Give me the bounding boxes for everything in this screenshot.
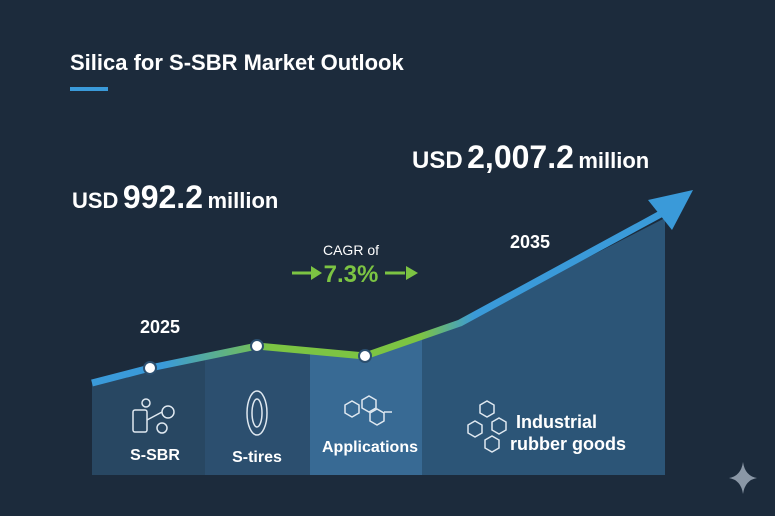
- start-year: 2025: [140, 317, 180, 337]
- cagr-value: 7.3%: [324, 261, 379, 288]
- segment-label: S-tires: [232, 449, 282, 466]
- panel: [310, 336, 422, 475]
- end-value: USD 2,007.2 million: [412, 139, 649, 175]
- marker: [358, 349, 372, 363]
- title-underline: [70, 87, 108, 91]
- segment-label: S-SBR: [130, 447, 180, 464]
- arrow-head: [648, 190, 693, 230]
- icon: [344, 395, 392, 426]
- segment-label: Industrial: [516, 412, 597, 432]
- unit: million: [207, 188, 278, 213]
- amount: 2,007.2: [467, 139, 574, 175]
- panel: [422, 218, 665, 475]
- amount: 992.2: [123, 179, 203, 215]
- title: Silica for S-SBR Market Outlook: [70, 50, 404, 75]
- segment-label: rubber goods: [510, 434, 626, 454]
- marker: [250, 339, 264, 353]
- currency: USD: [72, 188, 118, 213]
- sparkle-icon: [729, 462, 757, 494]
- unit: million: [578, 148, 649, 173]
- end-year: 2035: [510, 232, 550, 252]
- segment-label: Applications: [322, 439, 418, 456]
- icon: [132, 398, 175, 434]
- icon: [246, 390, 268, 436]
- marker: [143, 361, 157, 375]
- start-value: USD 992.2 million: [72, 179, 278, 215]
- currency: USD: [412, 147, 463, 174]
- icon: [467, 400, 507, 453]
- panel: [92, 357, 205, 475]
- cagr-arrows: [292, 266, 418, 280]
- panel: [205, 346, 310, 475]
- cagr-label: CAGR of: [323, 242, 379, 258]
- growth-line: [91, 206, 670, 387]
